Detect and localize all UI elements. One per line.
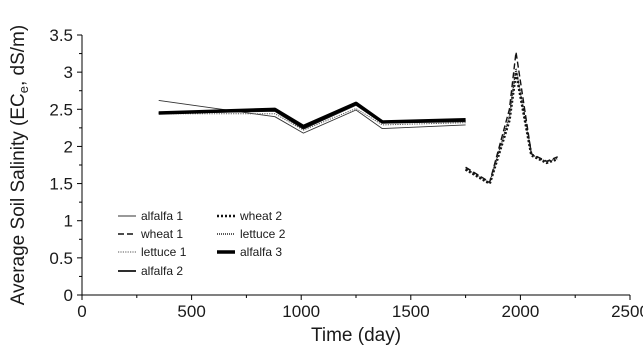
legend: alfalfa 1 wheat 1 lettuce 1 alfalfa 2 wheat … (118, 209, 286, 278)
x-tick-label: 500 (177, 302, 205, 321)
y-tick-label: 0.5 (49, 249, 73, 268)
y-tick-label: 3 (64, 63, 73, 82)
series-line-alfalfa-3 (158, 101, 466, 129)
legend-label-lettuce-2: lettuce 2 (240, 227, 286, 241)
legend-label-lettuce-1: lettuce 1 (141, 245, 187, 259)
x-tick-label: 0 (77, 302, 86, 321)
series-line-lettuce-2 (465, 67, 558, 184)
legend-label-alfalfa-2: alfalfa 2 (141, 264, 183, 278)
series-line-lettuce-1 (158, 108, 466, 131)
x-tick-label: 1500 (392, 302, 430, 321)
y-tick-label: 1.5 (49, 175, 73, 194)
y-tick-label: 1 (64, 212, 73, 231)
x-tick-label: 2000 (501, 302, 539, 321)
y-axis-title-unit: , dS/m) (8, 25, 29, 86)
legend-label-alfalfa-3: alfalfa 3 (240, 245, 282, 259)
series-line-wheat-2 (464, 70, 559, 185)
x-axis-title: Time (day) (311, 325, 401, 346)
y-axis-title-subscript: e (16, 86, 31, 93)
y-tick-label: 2.5 (49, 100, 73, 119)
y-axis-title-main: Average Soil Salinity (EC (8, 93, 29, 305)
legend-label-wheat-1: wheat 1 (140, 227, 183, 241)
x-tick-label: 1000 (282, 302, 320, 321)
legend-label-wheat-2: wheat 2 (239, 209, 282, 223)
y-axis-title: Average Soil Salinity (ECe, dS/m) (8, 25, 31, 305)
y-tick-label: 0 (64, 286, 73, 305)
legend-label-alfalfa-1: alfalfa 1 (141, 209, 183, 223)
y-tick-label: 3.5 (49, 26, 73, 45)
series-line-alfalfa-2 (158, 103, 466, 130)
y-tick-label: 2 (64, 137, 73, 156)
series-line-alfalfa-1 (158, 99, 466, 134)
series-layer (158, 51, 559, 185)
